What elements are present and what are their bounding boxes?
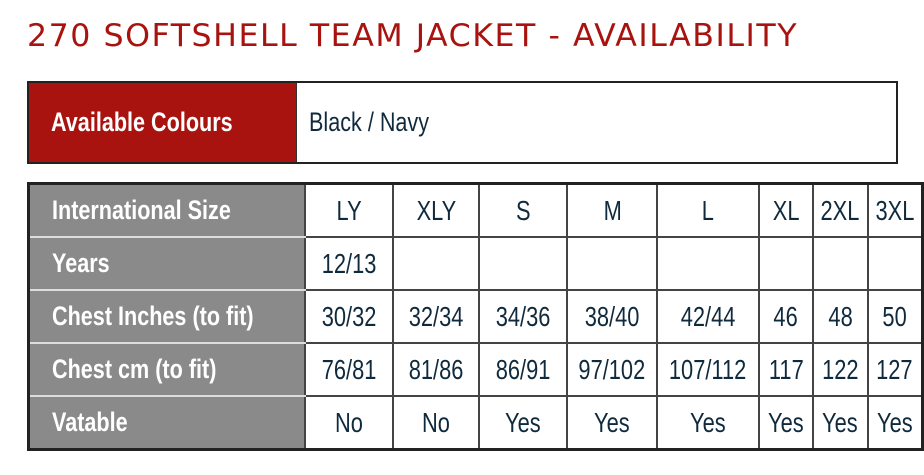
table-cell: 34/36: [478, 289, 569, 344]
table-row: International Size LY XLY S M L XL 2XL 3XL: [27, 182, 924, 238]
table-cell: XLY: [391, 182, 481, 238]
cell-text: 86/91: [495, 353, 551, 385]
available-colours-label: Available Colours: [29, 83, 297, 162]
table-cell: [656, 236, 760, 291]
cell-text: 97/102: [578, 353, 646, 385]
cell-text: 122: [822, 353, 859, 385]
cell-text: LY: [336, 194, 362, 226]
row-label-text: Years: [52, 248, 110, 278]
table-cell: S: [478, 182, 569, 238]
row-label-text: Chest cm (to fit): [52, 354, 217, 384]
available-colours-value: Black / Navy: [297, 83, 896, 162]
table-row: Vatable No No Yes Yes Yes Yes Yes Yes: [27, 395, 924, 451]
table-cell: 117: [757, 342, 815, 397]
cell-text: Yes: [876, 406, 913, 438]
table-cell: 2XL: [812, 182, 869, 238]
table-cell: [812, 236, 869, 291]
cell-text: 30/32: [321, 300, 377, 332]
table-cell: Yes: [866, 395, 924, 451]
cell-text: 117: [768, 353, 804, 385]
available-colours-box: Available Colours Black / Navy: [27, 81, 898, 164]
cell-text: Yes: [690, 406, 726, 438]
table-cell: 3XL: [866, 182, 924, 238]
row-label-text: Chest Inches (to fit): [52, 301, 254, 331]
row-label-text: International Size: [52, 195, 231, 225]
cell-text: Yes: [768, 406, 804, 438]
table-cell: Yes: [656, 395, 760, 451]
table-cell: 48: [812, 289, 869, 344]
table-cell: [566, 236, 659, 291]
row-label: Years: [27, 236, 307, 291]
row-label-text: Vatable: [52, 407, 128, 437]
cell-text: XLY: [416, 194, 456, 226]
table-cell: 42/44: [656, 289, 760, 344]
cell-text: 38/40: [584, 300, 640, 332]
table-cell: 76/81: [304, 342, 394, 397]
cell-text: 34/36: [495, 300, 551, 332]
table-cell: M: [566, 182, 659, 238]
table-cell: 127: [866, 342, 924, 397]
cell-text: Yes: [594, 406, 631, 438]
cell-text: 127: [876, 353, 913, 385]
cell-text: No: [422, 406, 450, 438]
cell-text: 48: [828, 300, 853, 332]
table-cell: 30/32: [304, 289, 394, 344]
cell-text: S: [515, 194, 531, 226]
table-cell: Yes: [812, 395, 869, 451]
cell-text: 81/86: [408, 353, 464, 385]
table-cell: No: [304, 395, 394, 451]
row-label: Vatable: [27, 395, 307, 451]
table-cell: 12/13: [304, 236, 394, 291]
cell-text: 107/112: [669, 353, 747, 385]
table-cell: [478, 236, 569, 291]
table-cell: 122: [812, 342, 869, 397]
cell-text: M: [603, 194, 622, 226]
table-cell: 50: [866, 289, 924, 344]
cell-text: No: [334, 406, 363, 438]
table-cell: [757, 236, 815, 291]
cell-text: 42/44: [680, 300, 736, 332]
table-cell: 86/91: [478, 342, 569, 397]
cell-text: 12/13: [321, 247, 377, 279]
table-row: Years 12/13: [27, 236, 924, 291]
table-cell: 32/34: [391, 289, 481, 344]
size-table: International Size LY XLY S M L XL 2XL 3XL Years 1…: [27, 182, 924, 451]
cell-text: 2XL: [820, 194, 860, 226]
table-row: Chest cm (to fit) 76/81 81/86 86/91 97/102 10…: [27, 342, 924, 397]
table-cell: LY: [304, 182, 394, 238]
table-cell: 97/102: [566, 342, 659, 397]
cell-text: XL: [772, 194, 800, 226]
cell-text: Yes: [822, 406, 859, 438]
row-label: International Size: [27, 182, 307, 238]
table-cell: 46: [757, 289, 815, 344]
table-cell: [391, 236, 481, 291]
row-label: Chest cm (to fit): [27, 342, 307, 397]
cell-text: 32/34: [408, 300, 464, 332]
table-cell: 38/40: [566, 289, 659, 344]
table-cell: Yes: [478, 395, 569, 451]
table-cell: Yes: [566, 395, 659, 451]
table-cell: Yes: [757, 395, 815, 451]
table-cell: [866, 236, 924, 291]
cell-text: 76/81: [321, 353, 377, 385]
table-cell: 81/86: [391, 342, 481, 397]
table-cell: XL: [757, 182, 815, 238]
table-cell: No: [391, 395, 481, 451]
cell-text: 46: [773, 300, 798, 332]
available-colours-value-text: Black / Navy: [309, 107, 430, 137]
cell-text: Yes: [505, 406, 542, 438]
page-title: 270 SOFTSHELL TEAM JACKET - AVAILABILITY: [27, 18, 799, 54]
row-label: Chest Inches (to fit): [27, 289, 307, 344]
cell-text: 50: [882, 300, 907, 332]
table-cell: L: [656, 182, 760, 238]
cell-text: L: [701, 194, 715, 226]
cell-text: 3XL: [875, 194, 915, 226]
available-colours-label-text: Available Colours: [51, 107, 233, 137]
table-cell: 107/112: [656, 342, 760, 397]
table-row: Chest Inches (to fit) 30/32 32/34 34/36 38/4…: [27, 289, 924, 344]
